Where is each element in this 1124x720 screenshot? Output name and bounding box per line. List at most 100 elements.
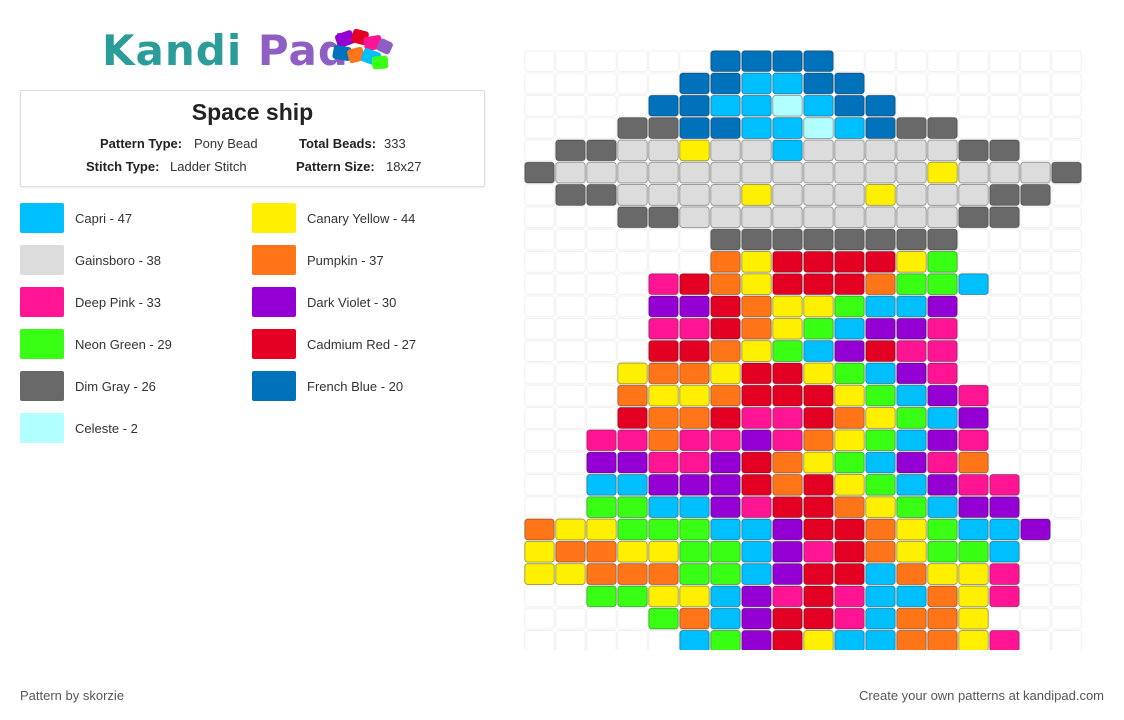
bead-cell[interactable] <box>555 139 586 162</box>
bead-cell[interactable] <box>803 72 834 95</box>
empty-cell[interactable] <box>989 607 1020 630</box>
empty-cell[interactable] <box>989 429 1020 452</box>
bead-cell[interactable] <box>710 72 741 95</box>
bead-cell[interactable] <box>586 429 617 452</box>
bead-cell[interactable] <box>710 407 741 429</box>
empty-cell[interactable] <box>1020 362 1051 385</box>
bead-cell[interactable] <box>958 451 989 474</box>
empty-cell[interactable] <box>555 206 586 229</box>
empty-cell[interactable] <box>1020 139 1051 162</box>
empty-cell[interactable] <box>958 340 989 362</box>
empty-cell[interactable] <box>586 228 617 251</box>
bead-cell[interactable] <box>834 139 865 162</box>
empty-cell[interactable] <box>1051 585 1082 608</box>
bead-cell[interactable] <box>586 139 617 162</box>
bead-cell[interactable] <box>679 607 710 630</box>
empty-cell[interactable] <box>617 630 648 650</box>
empty-cell[interactable] <box>1051 407 1082 429</box>
empty-cell[interactable] <box>1051 496 1082 519</box>
empty-cell[interactable] <box>617 340 648 362</box>
bead-cell[interactable] <box>772 362 803 385</box>
empty-cell[interactable] <box>896 50 927 73</box>
bead-cell[interactable] <box>679 585 710 608</box>
bead-cell[interactable] <box>896 384 927 407</box>
bead-cell[interactable] <box>834 273 865 296</box>
bead-cell[interactable] <box>927 295 958 318</box>
bead-cell[interactable] <box>865 184 896 206</box>
bead-cell[interactable] <box>648 518 679 541</box>
bead-cell[interactable] <box>555 518 586 541</box>
bead-cell[interactable] <box>710 630 741 650</box>
bead-cell[interactable] <box>865 362 896 385</box>
empty-cell[interactable] <box>586 317 617 340</box>
bead-cell[interactable] <box>803 518 834 541</box>
empty-cell[interactable] <box>1051 184 1082 206</box>
bead-cell[interactable] <box>865 384 896 407</box>
bead-cell[interactable] <box>834 94 865 117</box>
bead-cell[interactable] <box>865 563 896 585</box>
bead-cell[interactable] <box>865 607 896 630</box>
bead-cell[interactable] <box>834 117 865 139</box>
bead-cell[interactable] <box>772 518 803 541</box>
empty-cell[interactable] <box>1051 250 1082 273</box>
empty-cell[interactable] <box>958 50 989 73</box>
bead-cell[interactable] <box>617 161 648 184</box>
empty-cell[interactable] <box>586 362 617 385</box>
empty-cell[interactable] <box>1020 429 1051 452</box>
bead-cell[interactable] <box>555 540 586 563</box>
empty-cell[interactable] <box>1020 295 1051 318</box>
bead-cell[interactable] <box>741 407 772 429</box>
empty-cell[interactable] <box>1051 273 1082 296</box>
empty-cell[interactable] <box>1020 407 1051 429</box>
bead-cell[interactable] <box>679 117 710 139</box>
bead-cell[interactable] <box>679 540 710 563</box>
bead-cell[interactable] <box>834 429 865 452</box>
empty-cell[interactable] <box>679 250 710 273</box>
bead-cell[interactable] <box>710 384 741 407</box>
bead-cell[interactable] <box>741 117 772 139</box>
empty-cell[interactable] <box>896 94 927 117</box>
bead-cell[interactable] <box>958 496 989 519</box>
bead-cell[interactable] <box>741 340 772 362</box>
bead-cell[interactable] <box>927 518 958 541</box>
empty-cell[interactable] <box>1051 228 1082 251</box>
bead-cell[interactable] <box>741 184 772 206</box>
empty-cell[interactable] <box>555 496 586 519</box>
empty-cell[interactable] <box>586 384 617 407</box>
empty-cell[interactable] <box>1051 518 1082 541</box>
bead-cell[interactable] <box>710 50 741 73</box>
bead-cell[interactable] <box>865 630 896 650</box>
bead-cell[interactable] <box>927 540 958 563</box>
bead-cell[interactable] <box>679 362 710 385</box>
empty-cell[interactable] <box>1051 139 1082 162</box>
empty-cell[interactable] <box>524 206 555 229</box>
bead-cell[interactable] <box>741 451 772 474</box>
bead-cell[interactable] <box>772 94 803 117</box>
bead-cell[interactable] <box>772 340 803 362</box>
empty-cell[interactable] <box>617 317 648 340</box>
bead-cell[interactable] <box>865 451 896 474</box>
bead-cell[interactable] <box>989 206 1020 229</box>
bead-cell[interactable] <box>772 451 803 474</box>
bead-cell[interactable] <box>803 206 834 229</box>
empty-cell[interactable] <box>958 72 989 95</box>
bead-cell[interactable] <box>586 184 617 206</box>
bead-cell[interactable] <box>741 607 772 630</box>
empty-cell[interactable] <box>555 117 586 139</box>
empty-cell[interactable] <box>586 630 617 650</box>
empty-cell[interactable] <box>1051 540 1082 563</box>
bead-cell[interactable] <box>989 540 1020 563</box>
empty-cell[interactable] <box>1051 72 1082 95</box>
empty-cell[interactable] <box>1020 273 1051 296</box>
empty-cell[interactable] <box>524 317 555 340</box>
bead-cell[interactable] <box>803 451 834 474</box>
empty-cell[interactable] <box>1051 473 1082 496</box>
bead-cell[interactable] <box>772 161 803 184</box>
bead-cell[interactable] <box>617 139 648 162</box>
bead-cell[interactable] <box>834 206 865 229</box>
bead-cell[interactable] <box>555 161 586 184</box>
empty-cell[interactable] <box>679 228 710 251</box>
bead-cell[interactable] <box>741 473 772 496</box>
bead-cell[interactable] <box>772 607 803 630</box>
empty-cell[interactable] <box>586 273 617 296</box>
